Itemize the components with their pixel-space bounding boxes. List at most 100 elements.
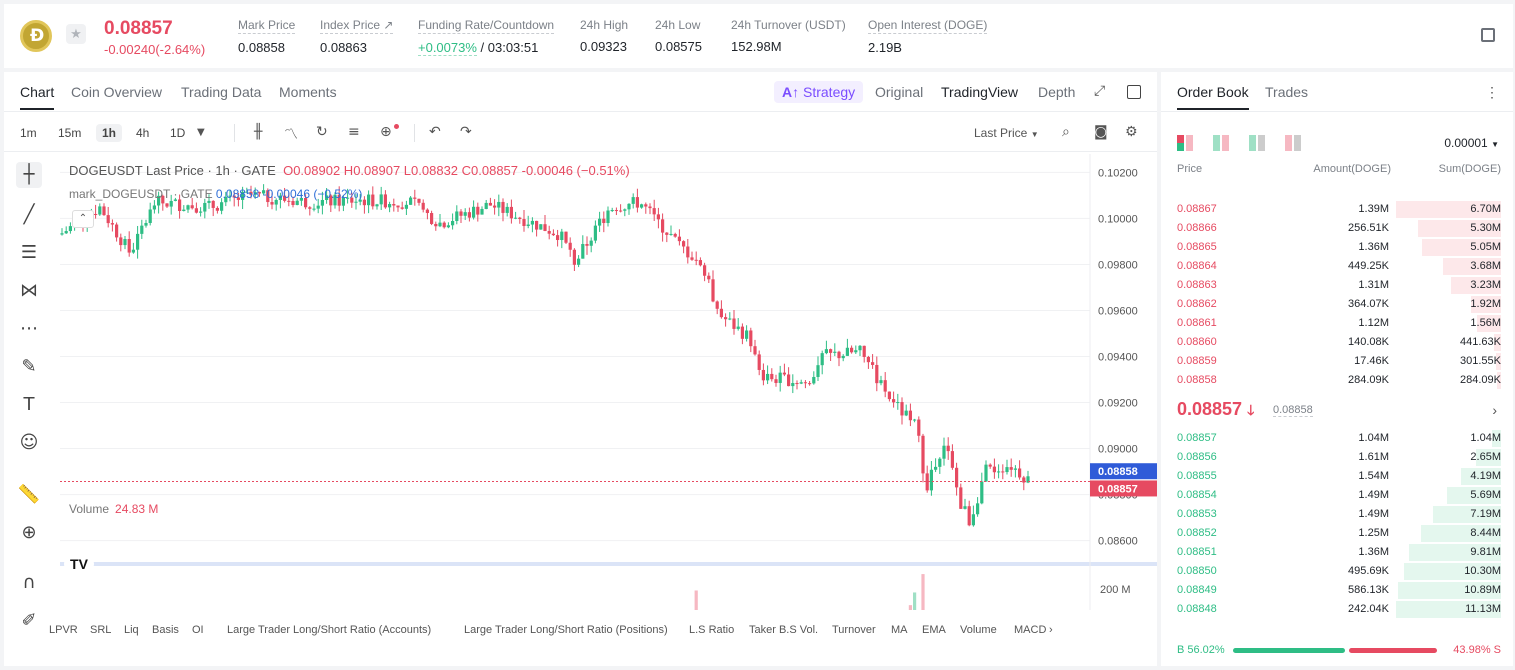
- tab-moments[interactable]: Moments: [279, 84, 337, 100]
- bid-row[interactable]: 0.08849 586.13K 10.89M: [1161, 581, 1513, 600]
- indicator-item[interactable]: MA: [891, 624, 908, 636]
- compare-icon[interactable]: ↻: [316, 124, 328, 140]
- indicator-item[interactable]: Turnover: [832, 624, 876, 636]
- more-options-icon[interactable]: ⋮: [1485, 84, 1499, 100]
- redo-icon[interactable]: ↷: [460, 124, 472, 140]
- indicator-item[interactable]: L.S Ratio: [689, 624, 735, 636]
- candle-body: [115, 224, 119, 238]
- bid-row[interactable]: 0.08857 1.04M 1.04M: [1161, 429, 1513, 448]
- candle-body: [635, 197, 639, 208]
- ask-amount: 140.08K: [1348, 336, 1389, 348]
- undo-icon[interactable]: ↶: [429, 124, 441, 140]
- candle-body: [501, 201, 505, 213]
- ask-row[interactable]: 0.08867 1.39M 6.70M: [1161, 200, 1513, 219]
- tab-trades[interactable]: Trades: [1265, 84, 1309, 100]
- add-indicator-icon[interactable]: ⊕: [380, 124, 392, 140]
- bid-row[interactable]: 0.08856 1.61M 2.65M: [1161, 448, 1513, 467]
- bid-row[interactable]: 0.08855 1.54M 4.19M: [1161, 467, 1513, 486]
- indicators-icon[interactable]: 〽: [284, 127, 298, 143]
- favorite-star-icon[interactable]: ★: [66, 24, 86, 44]
- view-asks-icon[interactable]: [1285, 135, 1301, 151]
- indicator-item[interactable]: Taker B.S Vol.: [749, 624, 819, 636]
- candle-body: [312, 208, 316, 210]
- ask-row[interactable]: 0.08859 17.46K 301.55K: [1161, 352, 1513, 371]
- book-icon[interactable]: [1481, 28, 1495, 42]
- bid-row[interactable]: 0.08852 1.25M 8.44M: [1161, 524, 1513, 543]
- view-bids-icon[interactable]: [1249, 135, 1265, 151]
- volume-bar: [913, 592, 917, 610]
- view-both-icon[interactable]: [1177, 135, 1193, 151]
- view-original[interactable]: Original: [875, 84, 924, 100]
- collapse-legend-icon[interactable]: ⌃: [72, 210, 94, 228]
- timeframe-1d[interactable]: 1D: [170, 126, 186, 140]
- camera-icon[interactable]: ◙: [1094, 124, 1108, 140]
- indicator-item[interactable]: MACD: [1014, 624, 1047, 636]
- chevron-down-icon[interactable]: ▼: [197, 127, 205, 138]
- tab-order-book[interactable]: Order Book: [1177, 84, 1249, 110]
- magnet-icon[interactable]: ∩: [22, 572, 36, 593]
- templates-icon[interactable]: ≡: [348, 124, 360, 140]
- bid-row[interactable]: 0.08853 1.49M 7.19M: [1161, 505, 1513, 524]
- ask-row[interactable]: 0.08863 1.31M 3.23M: [1161, 276, 1513, 295]
- text-icon[interactable]: T: [23, 394, 35, 415]
- indicator-item[interactable]: EMA: [922, 624, 946, 636]
- indicator-item[interactable]: Large Trader Long/Short Ratio (Accounts): [227, 624, 432, 636]
- gear-icon[interactable]: ⚙: [1125, 124, 1138, 140]
- stat-mark-price[interactable]: Mark Price 0.08858: [238, 18, 296, 55]
- timeframe-15m[interactable]: 15m: [58, 126, 82, 140]
- zoom-in-icon[interactable]: ⊕: [21, 522, 37, 543]
- expand-icon[interactable]: ⤢: [1094, 83, 1106, 99]
- ask-row[interactable]: 0.08860 140.08K 441.63K: [1161, 333, 1513, 352]
- fullscreen-icon[interactable]: [1127, 85, 1141, 99]
- search-icon[interactable]: ⌕: [1062, 124, 1070, 140]
- ask-row[interactable]: 0.08861 1.12M 1.56M: [1161, 314, 1513, 333]
- stat-index-price[interactable]: Index Price ↗ 0.08863: [320, 18, 394, 55]
- timeframe-1m[interactable]: 1m: [20, 126, 37, 140]
- chevron-right-icon[interactable]: ›: [1049, 624, 1053, 636]
- stat-funding-rate[interactable]: Funding Rate/Countdown +0.0073% / 03:03:…: [418, 18, 555, 56]
- candles-icon[interactable]: ╫: [254, 124, 263, 140]
- pattern-icon[interactable]: ⋈: [20, 280, 38, 301]
- bid-row[interactable]: 0.08848 242.04K 11.13M: [1161, 600, 1513, 619]
- fib-icon[interactable]: ⋯: [20, 318, 38, 339]
- stat-open-interest[interactable]: Open Interest (DOGE) 2.19B: [868, 18, 988, 55]
- emoji-icon[interactable]: ☺: [19, 432, 39, 453]
- crosshair-icon[interactable]: ┼: [16, 162, 42, 188]
- tab-coin-overview[interactable]: Coin Overview: [71, 84, 163, 100]
- ruler-icon[interactable]: 📏: [17, 484, 41, 505]
- ask-row[interactable]: 0.08862 364.07K 1.92M: [1161, 295, 1513, 314]
- price-chart[interactable]: 0.10200 0.10000 0.09800 0.09600 0.09400 0.092…: [60, 154, 1157, 610]
- candle-body: [850, 347, 854, 353]
- indicator-item[interactable]: LPVR: [49, 624, 78, 636]
- candle-body: [157, 195, 161, 206]
- indicator-item[interactable]: SRL: [90, 624, 112, 636]
- tab-chart[interactable]: Chart: [20, 84, 55, 110]
- indicator-item[interactable]: OI: [192, 624, 204, 636]
- indicator-item[interactable]: Liq: [124, 624, 139, 636]
- timeframe-4h[interactable]: 4h: [136, 126, 150, 140]
- pencil-icon[interactable]: ✐: [21, 610, 37, 631]
- bid-row[interactable]: 0.08851 1.36M 9.81M: [1161, 543, 1513, 562]
- chevron-right-icon[interactable]: ›: [1492, 402, 1497, 418]
- indicator-item[interactable]: Large Trader Long/Short Ratio (Positions…: [464, 624, 668, 636]
- ask-row[interactable]: 0.08864 449.25K 3.68M: [1161, 257, 1513, 276]
- mid-price[interactable]: 0.08857 🡓: [1177, 399, 1254, 424]
- ask-row[interactable]: 0.08865 1.36M 5.05M: [1161, 238, 1513, 257]
- strategy-button[interactable]: A↑ Strategy: [774, 81, 864, 103]
- timeframe-1h[interactable]: 1h: [96, 124, 123, 142]
- view-depth[interactable]: Depth: [1038, 84, 1076, 100]
- view-split-icon[interactable]: [1213, 135, 1229, 151]
- brush-icon[interactable]: ✎: [21, 356, 37, 377]
- indicator-item[interactable]: Basis: [152, 624, 179, 636]
- tick-size-select[interactable]: 0.00001 ▼: [1444, 136, 1499, 150]
- trendline-icon[interactable]: ╱: [23, 204, 35, 225]
- tab-trading-data[interactable]: Trading Data: [181, 84, 262, 100]
- indicator-item[interactable]: Volume: [960, 624, 997, 636]
- ask-row[interactable]: 0.08858 284.09K 284.09K: [1161, 371, 1513, 390]
- bid-row[interactable]: 0.08854 1.49M 5.69M: [1161, 486, 1513, 505]
- view-tradingview[interactable]: TradingView: [941, 84, 1019, 100]
- bid-row[interactable]: 0.08850 495.69K 10.30M: [1161, 562, 1513, 581]
- horizontal-lines-icon[interactable]: ☰: [20, 242, 38, 263]
- ask-row[interactable]: 0.08866 256.51K 5.30M: [1161, 219, 1513, 238]
- last-price-select[interactable]: Last Price ▼: [974, 126, 1039, 140]
